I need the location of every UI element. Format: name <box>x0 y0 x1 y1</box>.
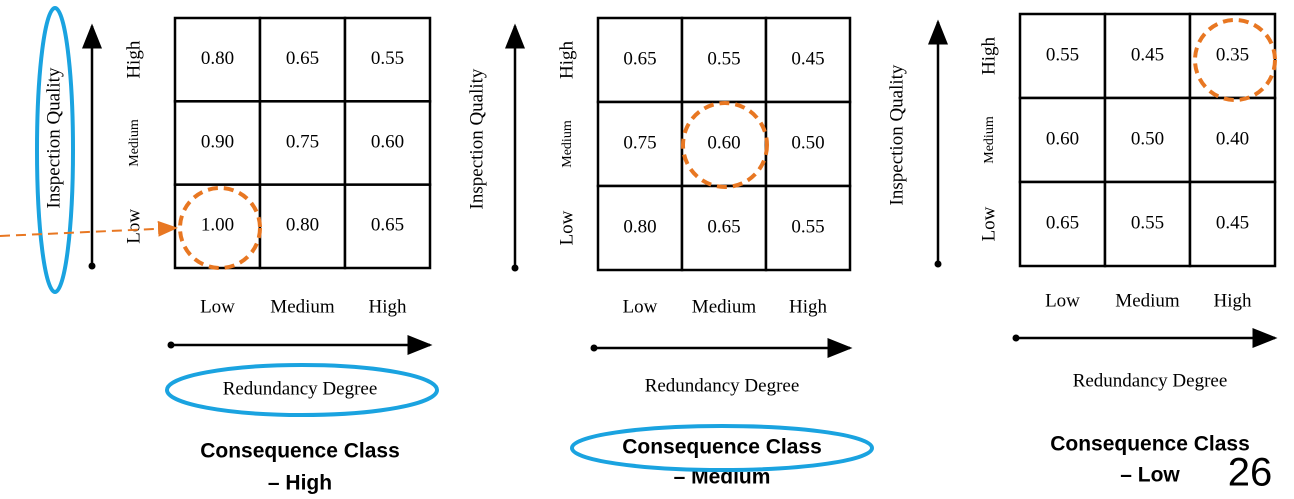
cell-value: 0.75 <box>286 131 319 152</box>
y-axis-label: Inspection Quality <box>886 64 907 205</box>
y-level-label: High <box>123 40 144 79</box>
cell <box>680 184 768 272</box>
cell-value: 0.55 <box>1131 212 1164 233</box>
y-level-label: Low <box>978 206 999 241</box>
cell-value: 0.35 <box>1216 44 1249 65</box>
x-level-label: Medium <box>270 296 335 317</box>
cell <box>1018 96 1107 184</box>
x-level-label: Low <box>200 296 235 317</box>
cell-value: 0.50 <box>791 132 824 153</box>
arrow-dot <box>88 262 96 270</box>
highlight <box>178 186 262 270</box>
cell-value: 0.55 <box>371 48 404 69</box>
pointer <box>0 220 178 237</box>
x-axis-label: Redundancy Degree <box>223 378 378 399</box>
arrow-dot <box>934 260 942 268</box>
cell-value: 0.80 <box>623 216 656 237</box>
highlight <box>1193 18 1277 102</box>
cell-value: 0.60 <box>371 131 404 152</box>
caption: – Low <box>1120 464 1180 487</box>
highlight <box>681 101 769 189</box>
highlight <box>165 363 439 417</box>
cell <box>343 100 432 186</box>
caption: Consequence Class <box>1050 433 1250 456</box>
cell-value: 0.80 <box>286 215 319 236</box>
cell <box>1018 180 1107 268</box>
highlight <box>35 6 75 294</box>
x-level-label: Low <box>1045 290 1080 311</box>
cell-value: 0.40 <box>1216 128 1249 149</box>
cell <box>258 16 347 103</box>
cell <box>596 100 684 188</box>
x-level-label: High <box>789 296 828 317</box>
cell-value: 1.00 <box>201 215 234 236</box>
y-axis-label: Inspection Quality <box>43 67 64 208</box>
page-number: 26 <box>1228 451 1273 495</box>
cell-value: 0.55 <box>707 48 740 69</box>
cell <box>343 183 432 270</box>
cell-value: 0.60 <box>1046 128 1079 149</box>
cell-value: 0.65 <box>1046 212 1079 233</box>
y-level-label: Medium <box>982 116 997 164</box>
y-level-label: Low <box>123 209 144 244</box>
cell-value: 0.45 <box>1216 212 1249 233</box>
arrow-dot <box>590 344 598 352</box>
cell <box>1188 96 1277 184</box>
x-level-label: High <box>1214 290 1253 311</box>
y-level-label: High <box>556 41 577 80</box>
cell <box>764 184 852 272</box>
y-level-label: Medium <box>560 120 575 168</box>
cell-value: 0.80 <box>201 48 234 69</box>
cell <box>764 16 852 104</box>
cell <box>764 100 852 188</box>
cell-value: 0.45 <box>791 48 824 69</box>
arrow-dot <box>1012 334 1020 342</box>
cell-value: 0.55 <box>1046 44 1079 65</box>
caption: Consequence Class <box>200 440 400 463</box>
cell <box>1103 96 1192 184</box>
y-axis-label: Inspection Quality <box>466 68 487 209</box>
cell-value: 0.50 <box>1131 128 1164 149</box>
cell-value: 0.65 <box>623 48 656 69</box>
cell <box>1188 180 1277 268</box>
arrow-dot <box>167 341 175 349</box>
cell-value: 0.65 <box>371 215 404 236</box>
y-level-label: Medium <box>127 119 142 167</box>
x-level-label: High <box>369 296 408 317</box>
x-axis-label: Redundancy Degree <box>645 375 800 396</box>
caption: – High <box>268 472 332 495</box>
cell-value: 0.65 <box>286 48 319 69</box>
cell-value: 0.55 <box>791 216 824 237</box>
cell-value: 0.90 <box>201 131 234 152</box>
x-level-label: Medium <box>692 296 757 317</box>
y-level-label: High <box>978 37 999 76</box>
cell <box>596 184 684 272</box>
x-level-label: Low <box>623 296 658 317</box>
cell-value: 0.75 <box>623 132 656 153</box>
cell-value: 0.60 <box>707 132 740 153</box>
highlight <box>570 424 874 472</box>
x-axis-label: Redundancy Degree <box>1073 370 1228 391</box>
caption: Consequence Class <box>622 436 822 459</box>
cell-value: 0.45 <box>1131 44 1164 65</box>
y-level-label: Low <box>556 210 577 245</box>
cell <box>596 16 684 104</box>
cell-value: 0.65 <box>707 216 740 237</box>
cell <box>1103 12 1192 100</box>
arrow-dot <box>511 264 519 272</box>
x-level-label: Medium <box>1115 290 1180 311</box>
